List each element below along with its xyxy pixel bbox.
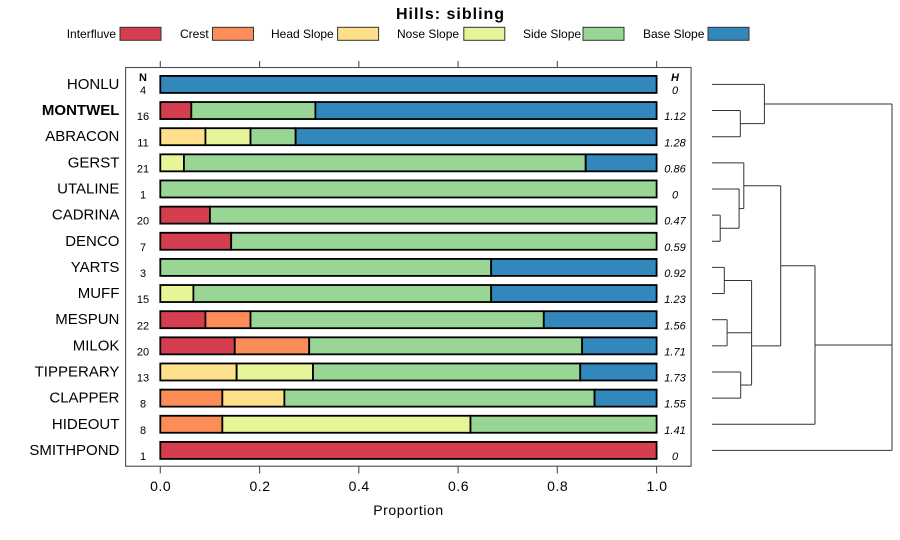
svg-text:0.8: 0.8 xyxy=(547,478,568,494)
svg-text:1.28: 1.28 xyxy=(664,137,686,149)
svg-text:DENCO: DENCO xyxy=(65,233,119,250)
svg-text:22: 22 xyxy=(137,320,149,332)
svg-text:7: 7 xyxy=(140,242,146,254)
svg-text:0: 0 xyxy=(672,190,679,202)
svg-text:1.12: 1.12 xyxy=(664,111,685,123)
svg-text:0.2: 0.2 xyxy=(249,478,270,494)
svg-text:HONLU: HONLU xyxy=(67,76,120,93)
svg-text:1.41: 1.41 xyxy=(664,425,685,437)
svg-text:Nose Slope: Nose Slope xyxy=(397,27,459,41)
svg-text:0.86: 0.86 xyxy=(664,163,686,175)
svg-text:11: 11 xyxy=(137,137,148,149)
svg-text:0.6: 0.6 xyxy=(448,478,469,494)
svg-text:1.56: 1.56 xyxy=(664,320,686,332)
svg-text:YARTS: YARTS xyxy=(71,259,120,276)
svg-text:1.23: 1.23 xyxy=(664,294,686,306)
svg-text:CLAPPER: CLAPPER xyxy=(49,390,119,407)
svg-text:1.0: 1.0 xyxy=(646,478,667,494)
svg-text:8: 8 xyxy=(140,399,146,411)
svg-text:1: 1 xyxy=(140,190,146,202)
svg-text:CADRINA: CADRINA xyxy=(52,207,120,224)
svg-text:TIPPERARY: TIPPERARY xyxy=(35,364,120,381)
svg-text:N: N xyxy=(139,72,147,84)
svg-text:SMITHPOND: SMITHPOND xyxy=(29,442,119,459)
svg-text:Interfluve: Interfluve xyxy=(67,27,117,41)
svg-text:20: 20 xyxy=(137,346,149,358)
svg-text:21: 21 xyxy=(137,163,149,175)
svg-text:4: 4 xyxy=(140,85,146,97)
svg-text:Side Slope: Side Slope xyxy=(523,27,581,41)
svg-text:H: H xyxy=(671,72,680,84)
svg-text:20: 20 xyxy=(137,216,149,228)
svg-text:1.71: 1.71 xyxy=(664,346,685,358)
svg-text:0.92: 0.92 xyxy=(664,268,685,280)
svg-text:MILOK: MILOK xyxy=(73,337,120,354)
svg-text:Head Slope: Head Slope xyxy=(271,27,334,41)
svg-text:13: 13 xyxy=(137,373,149,385)
svg-text:HIDEOUT: HIDEOUT xyxy=(52,416,120,433)
svg-text:ABRACON: ABRACON xyxy=(45,128,119,145)
svg-text:GERST: GERST xyxy=(68,154,120,171)
svg-text:MONTWEL: MONTWEL xyxy=(42,102,119,119)
svg-text:15: 15 xyxy=(137,294,149,306)
svg-text:UTALINE: UTALINE xyxy=(57,181,119,198)
svg-text:0.47: 0.47 xyxy=(664,216,686,228)
svg-text:1: 1 xyxy=(140,451,146,463)
svg-text:Hills: sibling: Hills: sibling xyxy=(396,6,505,23)
svg-text:MESPUN: MESPUN xyxy=(55,311,119,328)
svg-text:0: 0 xyxy=(672,451,679,463)
svg-text:Base Slope: Base Slope xyxy=(643,27,705,41)
svg-text:1.73: 1.73 xyxy=(664,373,686,385)
svg-text:Crest: Crest xyxy=(180,27,209,41)
svg-text:8: 8 xyxy=(140,425,146,437)
svg-text:0.0: 0.0 xyxy=(150,478,171,494)
svg-text:0.59: 0.59 xyxy=(664,242,685,254)
svg-text:0: 0 xyxy=(672,85,679,97)
svg-text:0.4: 0.4 xyxy=(349,478,370,494)
svg-text:3: 3 xyxy=(140,268,146,280)
svg-text:16: 16 xyxy=(137,111,149,123)
svg-text:1.55: 1.55 xyxy=(664,399,686,411)
svg-text:Proportion: Proportion xyxy=(373,502,444,518)
svg-text:MUFF: MUFF xyxy=(78,285,120,302)
